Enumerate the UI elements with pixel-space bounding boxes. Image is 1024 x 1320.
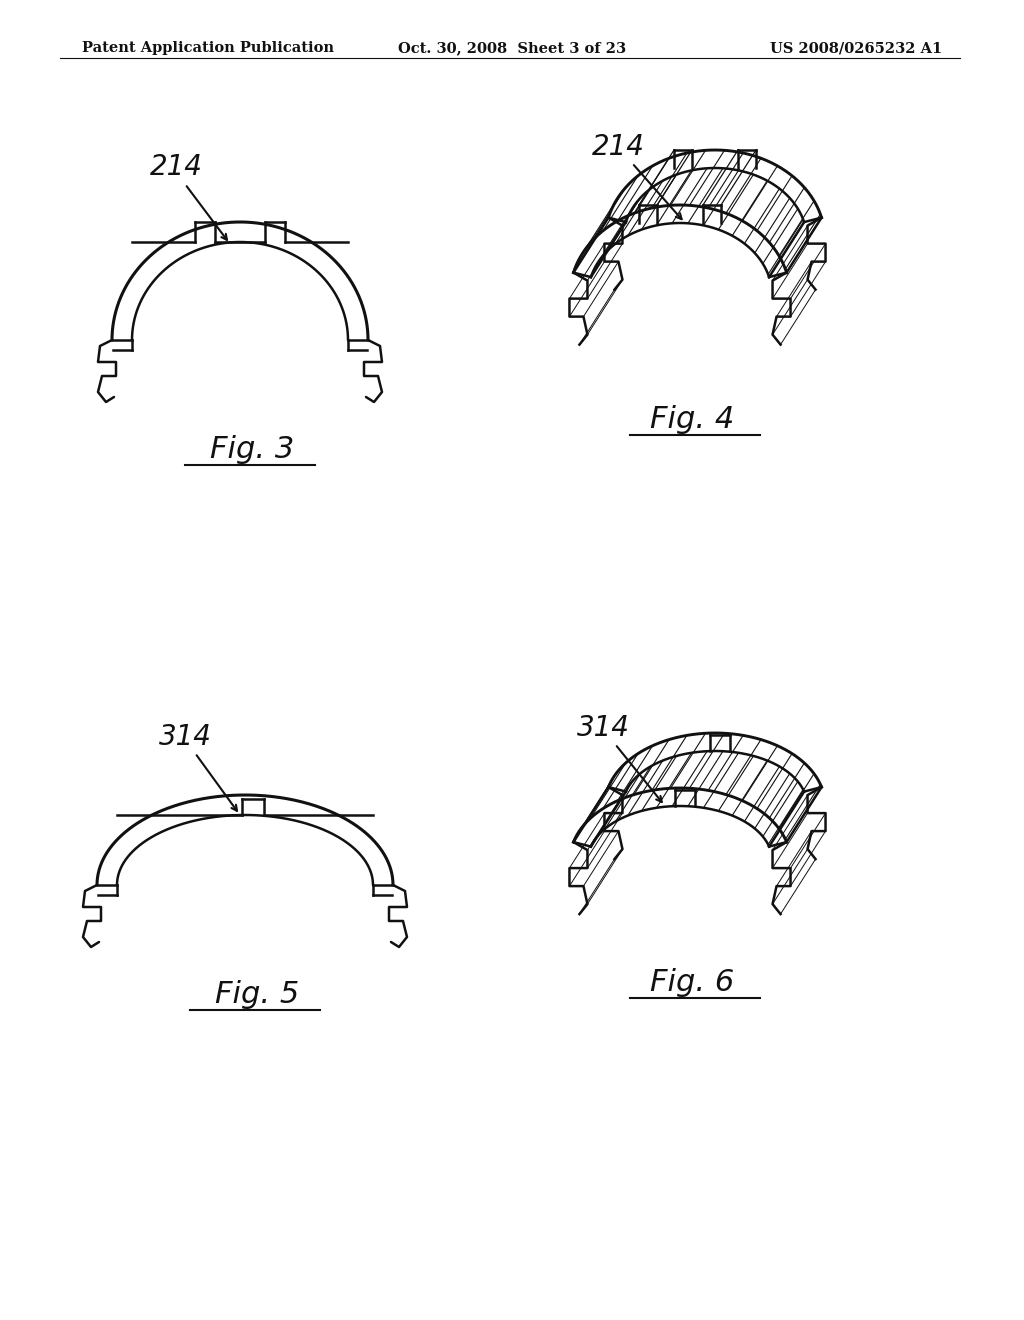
Text: Fig. 5: Fig. 5 — [215, 979, 299, 1008]
Text: Fig. 4: Fig. 4 — [650, 405, 734, 434]
Text: US 2008/0265232 A1: US 2008/0265232 A1 — [770, 41, 942, 55]
Text: Fig. 6: Fig. 6 — [650, 968, 734, 997]
Text: Patent Application Publication: Patent Application Publication — [82, 41, 334, 55]
Text: 314: 314 — [159, 723, 212, 751]
Text: 314: 314 — [577, 714, 630, 742]
Text: 214: 214 — [150, 153, 203, 181]
Text: Fig. 3: Fig. 3 — [210, 436, 294, 465]
Text: Oct. 30, 2008  Sheet 3 of 23: Oct. 30, 2008 Sheet 3 of 23 — [398, 41, 626, 55]
Text: 214: 214 — [592, 133, 645, 161]
